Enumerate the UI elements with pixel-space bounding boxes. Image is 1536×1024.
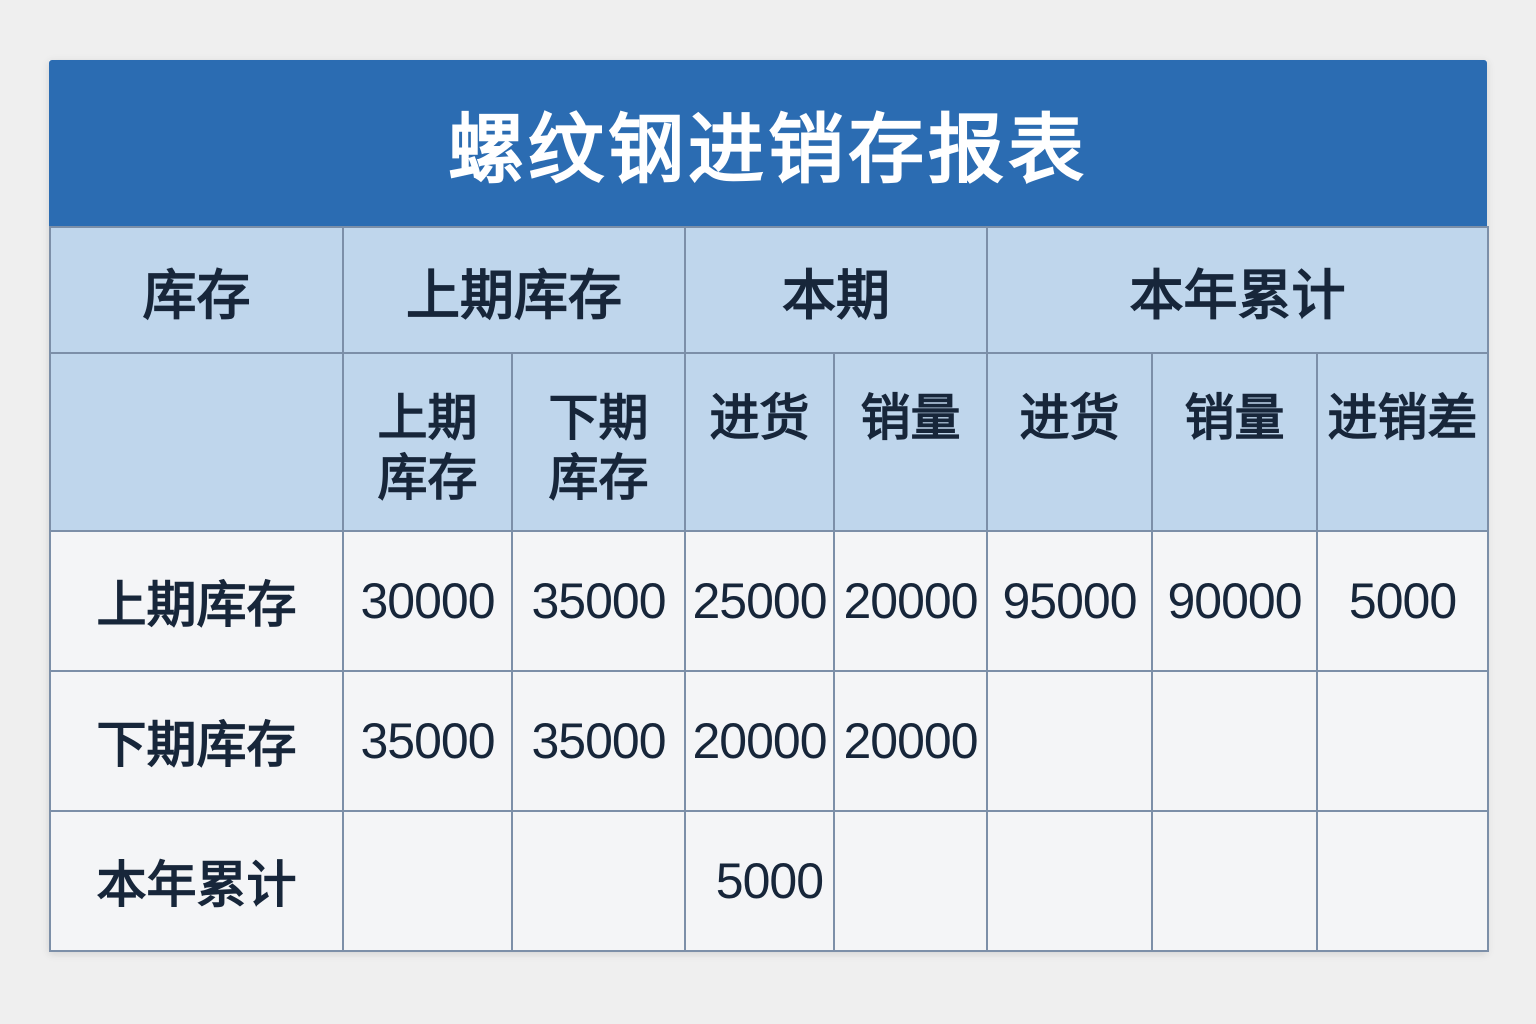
header-sub-empty	[49, 352, 344, 532]
header-sub-difference: 进销差	[1315, 352, 1490, 532]
report-card: 螺纹钢进销存报表 库存 上期库存 本期 本年累计 上期 库存 下期 库存 进货 …	[49, 60, 1490, 952]
table-cell: 30000	[342, 530, 513, 672]
table-cell	[833, 810, 988, 952]
table-row: 本年累计 5000	[49, 810, 1490, 952]
table-cell	[986, 810, 1153, 952]
table-cell: 20000	[833, 670, 988, 812]
header-sub-year-purchase: 进货	[986, 352, 1153, 532]
header-sub-prev-inventory: 上期 库存	[342, 352, 513, 532]
header-row-1: 库存 上期库存 本期 本年累计	[49, 226, 1490, 354]
table-cell: 95000	[986, 530, 1153, 672]
table-row: 上期库存 30000 35000 25000 20000 95000 90000…	[49, 530, 1490, 672]
table-cell: 5000	[684, 810, 835, 952]
table-cell: 20000	[684, 670, 835, 812]
header-year-cumulative: 本年累计	[985, 226, 1490, 354]
header-row-2: 上期 库存 下期 库存 进货 销量 进货 销量 进销差	[49, 352, 1490, 532]
table-cell	[1315, 810, 1490, 952]
header-inventory: 库存	[49, 226, 344, 354]
table-cell	[1151, 670, 1318, 812]
table-cell	[1151, 810, 1318, 952]
header-previous-inventory: 上期库存	[342, 226, 686, 354]
table-cell	[511, 810, 686, 952]
table-cell: 35000	[511, 670, 686, 812]
table-cell: 20000	[833, 530, 988, 672]
table-cell	[1315, 670, 1490, 812]
table-cell: 5000	[1315, 530, 1490, 672]
row-label: 下期库存	[49, 670, 344, 812]
header-sub-purchase: 进货	[684, 352, 835, 532]
table-cell	[986, 670, 1153, 812]
inventory-table: 库存 上期库存 本期 本年累计 上期 库存 下期 库存 进货 销量 进货 销量 …	[49, 226, 1490, 952]
header-sub-sales: 销量	[833, 352, 988, 532]
row-label: 上期库存	[49, 530, 344, 672]
report-title: 螺纹钢进销存报表	[49, 60, 1487, 226]
header-current-period: 本期	[684, 226, 988, 354]
table-cell: 35000	[342, 670, 513, 812]
header-sub-next-inventory: 下期 库存	[511, 352, 686, 532]
table-cell: 35000	[511, 530, 686, 672]
table-row: 下期库存 35000 35000 20000 20000	[49, 670, 1490, 812]
table-cell: 25000	[684, 530, 835, 672]
row-label: 本年累计	[49, 810, 344, 952]
header-sub-year-sales: 销量	[1151, 352, 1318, 532]
table-cell: 90000	[1151, 530, 1318, 672]
table-cell	[342, 810, 513, 952]
